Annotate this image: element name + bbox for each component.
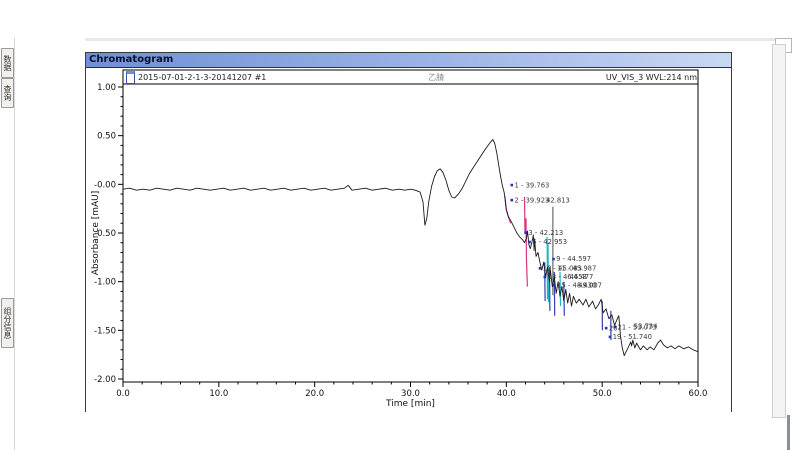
panel-title: Chromatogram — [89, 54, 174, 65]
chromatogram-chart: 0.0 10.0 20.0 30.0 40.0 50.0 60.0 1.00 0.50 -0.00… — [86, 68, 731, 412]
svg-text:-1.50: -1.50 — [94, 326, 116, 336]
window-edge — [787, 415, 790, 450]
svg-text:0.0: 0.0 — [116, 389, 130, 399]
x-axis-title: Time [min] — [386, 399, 435, 409]
svg-text:1.00: 1.00 — [97, 83, 116, 93]
dock-tab-data[interactable]: 数据 — [1, 48, 14, 78]
dock-tab-query[interactable]: 查询 — [1, 78, 14, 108]
y-axis-title: Absorbance [mAU] — [91, 190, 101, 276]
left-dock-rail: 数据 查询 组分信息 — [0, 38, 15, 450]
svg-text:53.734: 53.734 — [634, 322, 658, 330]
svg-text:3 - 42.213: 3 - 42.213 — [528, 229, 563, 237]
svg-text:46.477: 46.477 — [570, 273, 594, 281]
svg-text:40.0: 40.0 — [497, 389, 516, 399]
plot-area[interactable]: 0.0 10.0 20.0 30.0 40.0 50.0 60.0 1.00 0.50 -0.00… — [86, 68, 731, 412]
svg-text:50.0: 50.0 — [593, 389, 612, 399]
svg-text:9 - 44.597: 9 - 44.597 — [556, 255, 591, 263]
svg-text:11 - 45.987: 11 - 45.987 — [557, 264, 596, 272]
channel-label: UV_VIS_3 WVL:214 nm — [605, 73, 697, 82]
svg-text:15 - 48.430: 15 - 48.430 — [557, 282, 596, 290]
svg-text:42.813: 42.813 — [546, 196, 570, 204]
svg-text:10 - 45.083: 10 - 45.083 — [543, 264, 582, 272]
svg-text:-2.00: -2.00 — [94, 375, 116, 385]
svg-text:2 - 39.923: 2 - 39.923 — [514, 196, 549, 204]
svg-text:19 - 51.740: 19 - 51.740 — [613, 333, 652, 341]
injection-name: 2015-07-01-2-1-3-20141207 #1 — [138, 73, 267, 82]
top-divider — [85, 38, 790, 41]
svg-text:10.0: 10.0 — [209, 389, 228, 399]
svg-text:60.0: 60.0 — [689, 389, 708, 399]
svg-text:-1.00: -1.00 — [94, 278, 116, 288]
dock-tab-component-info[interactable]: 组分信息 — [1, 298, 14, 348]
chart-header: 2015-07-01-2-1-3-20141207 #1 乙腈 UV_VIS_3… — [124, 71, 697, 84]
panel-titlebar[interactable]: Chromatogram — [86, 53, 731, 68]
right-scroll-rail[interactable] — [772, 44, 786, 418]
document-icon — [126, 71, 135, 84]
svg-text:-0.50: -0.50 — [94, 229, 116, 239]
chromatogram-panel: Chromatogram 0.0 10.0 20.0 30.0 40.0 50.0 60.0… — [85, 52, 732, 412]
svg-text:1 - 39.763: 1 - 39.763 — [514, 181, 549, 189]
svg-text:5 - 42.953: 5 - 42.953 — [532, 238, 567, 246]
svg-text:20: 20 — [609, 324, 618, 332]
svg-text:13 - 46.453: 13 - 46.453 — [548, 273, 587, 281]
solvent-label: 乙腈 — [428, 73, 445, 82]
svg-text:30.0: 30.0 — [401, 389, 420, 399]
svg-text:21 - 53.073: 21 - 53.073 — [618, 323, 657, 331]
svg-text:20.0: 20.0 — [305, 389, 324, 399]
svg-text:49.007: 49.007 — [578, 282, 602, 290]
svg-text:0.50: 0.50 — [97, 132, 116, 142]
svg-text:-0.00: -0.00 — [94, 180, 116, 190]
